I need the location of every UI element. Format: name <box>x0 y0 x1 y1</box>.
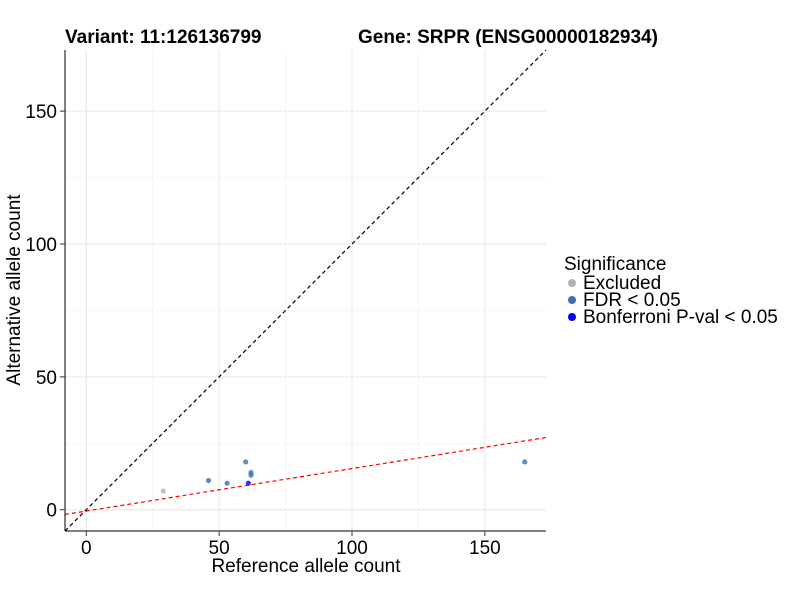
data-point <box>224 480 230 486</box>
data-point <box>243 459 249 465</box>
chart-title-gene: Gene: SRPR (ENSG00000182934) <box>358 27 658 48</box>
reference-line-identity <box>64 49 547 532</box>
legend-label: Excluded <box>583 273 661 294</box>
legend-key <box>568 313 576 321</box>
data-points <box>160 459 528 494</box>
x-tick-label: 150 <box>469 538 501 559</box>
x-axis-title: Reference allele count <box>211 556 401 577</box>
x-tick-label: 100 <box>336 538 368 559</box>
data-point <box>522 459 528 465</box>
chart-title-variant: Variant: 11:126136799 <box>65 27 262 48</box>
y-tick-label: 0 <box>46 501 57 522</box>
data-point <box>245 480 251 486</box>
y-tick-label: 150 <box>25 102 57 123</box>
legend-key <box>568 279 576 287</box>
legend-key <box>568 296 576 304</box>
y-tick-label: 50 <box>36 368 57 389</box>
data-point <box>248 469 254 476</box>
legend-label: FDR < 0.05 <box>583 290 681 311</box>
data-point <box>160 488 166 494</box>
y-tick-label: 100 <box>25 235 57 256</box>
grid-lines <box>65 50 546 531</box>
reference-lines <box>64 49 547 532</box>
legend-title: Significance <box>564 254 666 275</box>
reference-line-fit <box>64 436 547 516</box>
axis-ticks: 0 50 100 150 0 50 100 150 <box>25 102 500 559</box>
y-axis-title: Alternative allele count <box>4 194 25 386</box>
legend-label: Bonferroni P-val < 0.05 <box>583 307 778 328</box>
x-tick-label: 50 <box>209 538 230 559</box>
data-point <box>205 477 212 484</box>
x-tick-label: 0 <box>81 538 92 559</box>
